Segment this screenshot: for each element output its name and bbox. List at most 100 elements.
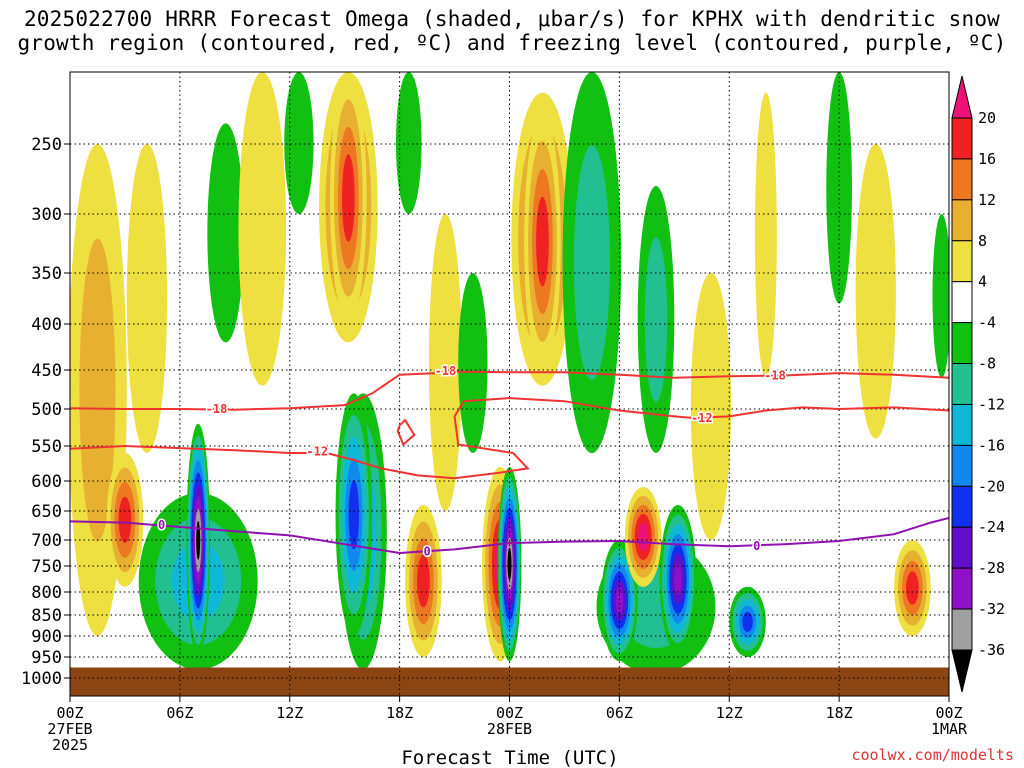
omega-pos-b-level-0 — [126, 144, 168, 453]
x-tick-label-h18: 18Z — [386, 704, 413, 722]
contour-label-1-0: -12 — [306, 445, 328, 459]
x-tick-label-h0: 00Z — [56, 704, 83, 722]
colorbar-label-10: -24 — [978, 518, 1005, 536]
ground-layer — [70, 667, 949, 696]
y-tick-label-350: 350 — [31, 264, 62, 284]
colorbar-bin-8 — [951, 444, 973, 487]
colorbar-bin-3 — [951, 240, 973, 283]
omega-feature-11-level-4 — [742, 611, 753, 632]
omega-neg-b-level-0 — [284, 72, 314, 214]
omega-feature-8-level-6 — [615, 587, 624, 614]
omega-neg-f — [826, 72, 852, 304]
omega-pos-g-level-0 — [855, 143, 896, 439]
omega-pos-c-level-0 — [238, 72, 287, 386]
contour-line-0 — [70, 370, 949, 411]
omega-neg-c-level-0 — [395, 72, 422, 214]
x-tick-date-h24: 28FEB — [487, 720, 532, 738]
omega-feature-9-level-4 — [637, 522, 649, 552]
colorbar: 20 16 12 8 4 -4 -8 -12 -16 -20 -24 -28 -32 -36 — [951, 75, 1005, 693]
x-tick-label-h6: 06Z — [166, 704, 193, 722]
x-tick-label-h42: 18Z — [826, 704, 853, 722]
chart-title-line2: growth region (contoured, red, ºC) and f… — [17, 31, 1007, 55]
y-tick-label-1000: 1000 — [21, 669, 62, 689]
colorbar-bin-7 — [951, 403, 973, 446]
omega-feature-6-level-8 — [507, 547, 512, 581]
omega-neg-e — [637, 186, 675, 453]
omega-pos-f — [754, 92, 777, 378]
contour-line-2 — [396, 418, 416, 447]
contour-line-3 — [70, 517, 949, 555]
colorbar-label-12: -32 — [978, 600, 1005, 618]
x-tick-label-h48: 00Z — [935, 704, 962, 722]
omega-neg-e-level-1 — [644, 237, 668, 402]
omega-feature-10 — [659, 505, 697, 653]
omega-neg-a-level-0 — [207, 123, 244, 343]
y-tick-label-700: 700 — [31, 531, 62, 551]
credit-text: coolwx.com/modelts — [851, 746, 1014, 764]
omega-neg-a — [207, 123, 244, 343]
colorbar-label-3: 8 — [978, 232, 987, 250]
colorbar-label-0: 20 — [978, 109, 996, 127]
colorbar-label-11: -28 — [978, 559, 1005, 577]
y-tick-label-800: 800 — [31, 583, 62, 603]
omega-neg-d — [458, 273, 488, 453]
y-tick-label-650: 650 — [31, 502, 62, 522]
y-tick-label-550: 550 — [31, 437, 62, 457]
colorbar-bin-6 — [951, 363, 973, 405]
omega-feature-1 — [186, 423, 211, 657]
omega-pos-b — [126, 144, 168, 453]
x-tick-date-h0: 27FEB — [47, 720, 92, 738]
y-tick-label-950: 950 — [31, 648, 62, 668]
omega-feature-10-level-6 — [674, 563, 682, 595]
contour-label-3-1: 0 — [423, 544, 430, 558]
x-tick-label-h24: 00Z — [496, 704, 523, 722]
colorbar-label-4: 4 — [978, 273, 987, 291]
omega-feature-11 — [729, 586, 766, 658]
omega-feature-0 — [106, 453, 144, 587]
contour-label-3-0: 0 — [158, 518, 165, 532]
colorbar-bin-12 — [951, 608, 973, 651]
colorbar-bin-10 — [951, 526, 973, 569]
omega-neg-d-level-0 — [458, 273, 488, 453]
y-axis: 2503003504004505005506006507007508008509… — [21, 135, 70, 689]
omega-feature-1-level-8 — [196, 520, 201, 560]
colorbar-bin-9 — [951, 485, 973, 528]
omega-feature-3-level-4 — [348, 480, 360, 550]
omega-neg-upper-04z-level-1 — [573, 145, 610, 380]
x-tick-date-h48: 1MAR — [931, 720, 968, 738]
colorbar-label-13: -36 — [978, 641, 1005, 659]
colorbar-label-6: -8 — [978, 355, 996, 373]
omega-feature-12-level-3 — [906, 571, 919, 605]
y-tick-label-600: 600 — [31, 472, 62, 492]
contour-label-3-2: 0 — [753, 539, 760, 553]
omega-pos-d-level-0 — [428, 214, 462, 511]
omega-feature-4 — [405, 505, 442, 657]
y-tick-label-850: 850 — [31, 606, 62, 626]
omega-pos-g — [855, 143, 896, 439]
x-axis-title: Forecast Time (UTC) — [401, 747, 618, 768]
omega-pos-e-level-0 — [690, 273, 732, 540]
omega-pos-e — [690, 273, 732, 540]
omega-feature-3 — [335, 393, 373, 636]
y-tick-label-450: 450 — [31, 361, 62, 381]
colorbar-bottom-arrow — [951, 649, 973, 693]
contour-label-0-0: -18 — [206, 402, 228, 416]
omega-feature-6 — [497, 466, 522, 662]
x-tick-label-h36: 12Z — [716, 704, 743, 722]
contour-label-0-1: -18 — [435, 364, 457, 378]
omega-feature-7-level-3 — [536, 196, 549, 287]
colorbar-bin-5 — [951, 322, 973, 365]
temperature-contours: -18 -18 -18 -12 -12 0 0 0 — [70, 362, 949, 560]
omega-neg-f-level-0 — [826, 72, 852, 304]
colorbar-label-7: -12 — [978, 395, 1005, 413]
y-tick-label-250: 250 — [31, 135, 62, 155]
omega-feature-7 — [524, 113, 561, 370]
colorbar-label-5: -4 — [978, 314, 996, 332]
x-tick-year-h0: 2025 — [52, 736, 88, 754]
y-tick-label-750: 750 — [31, 557, 62, 577]
omega-neg-g-level-0 — [932, 214, 949, 378]
colorbar-label-2: 12 — [978, 191, 996, 209]
x-tick-label-h30: 06Z — [606, 704, 633, 722]
